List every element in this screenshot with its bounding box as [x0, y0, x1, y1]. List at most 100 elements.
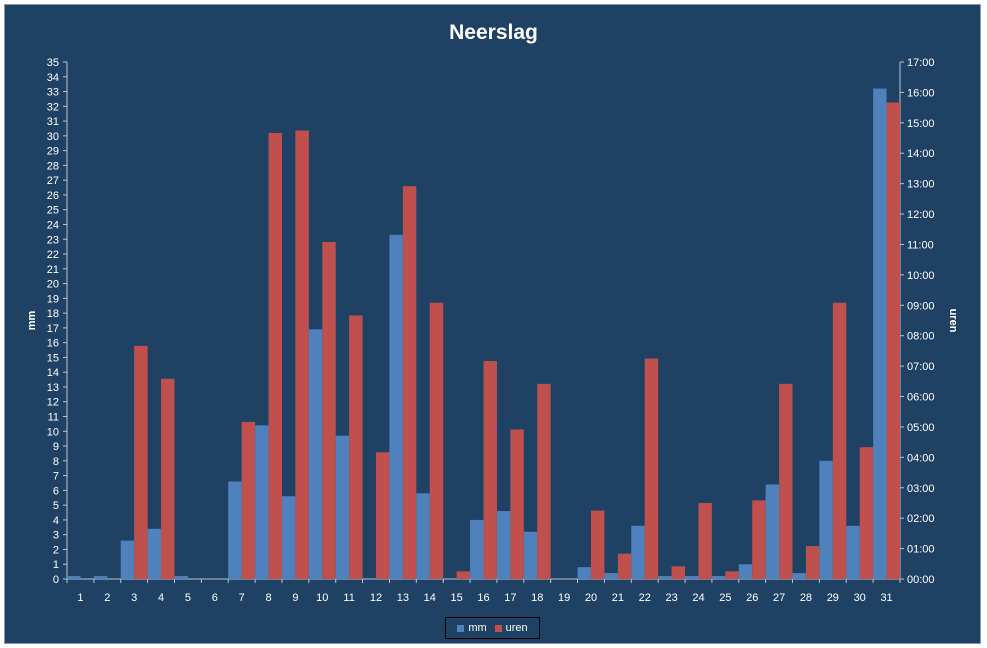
bar-uren	[671, 566, 686, 579]
bar-uren	[698, 502, 712, 579]
x-tick-label: 17	[504, 592, 516, 604]
bar-mm	[523, 531, 538, 579]
bar-uren	[376, 452, 390, 579]
x-tick-label: 11	[343, 592, 354, 604]
bar-uren	[268, 132, 282, 579]
bar-mm	[792, 573, 806, 579]
x-tick-label: 4	[158, 592, 164, 604]
legend: mm uren	[445, 617, 540, 639]
bar-mm	[174, 576, 188, 579]
bar-mm	[658, 576, 672, 579]
bar-uren	[725, 571, 739, 579]
left-tick-label: 5	[53, 500, 59, 512]
right-axis-title: uren	[947, 309, 959, 333]
bar-uren	[134, 345, 148, 579]
bar-mm	[67, 576, 81, 579]
right-tick-label: 01:00	[907, 544, 935, 556]
right-tick-label: 03:00	[907, 483, 935, 495]
x-tick-label: 25	[719, 592, 731, 604]
x-tick-label: 29	[827, 592, 839, 604]
right-tick-label: 14:00	[907, 148, 935, 160]
left-tick-label: 15	[47, 352, 59, 364]
left-tick-label: 16	[47, 338, 59, 350]
left-tick-label: 20	[47, 279, 59, 291]
bar-uren	[779, 383, 793, 579]
x-tick-label: 28	[800, 592, 812, 604]
right-tick-label: 00:00	[907, 574, 935, 586]
right-tick-label: 15:00	[907, 118, 935, 130]
right-tick-label: 07:00	[907, 361, 935, 373]
bar-mm	[765, 484, 780, 579]
x-tick-label: 24	[692, 592, 704, 604]
left-tick-label: 4	[53, 515, 59, 527]
bar-uren	[590, 510, 605, 579]
bar-uren	[644, 358, 659, 579]
bar-uren	[402, 186, 417, 579]
bar-uren	[483, 361, 497, 579]
x-tick-label: 5	[185, 592, 191, 604]
bar-uren	[752, 500, 766, 579]
left-tick-label: 27	[47, 175, 59, 187]
left-tick-label: 12	[47, 397, 59, 409]
left-tick-label: 33	[47, 87, 59, 99]
x-tick-label: 16	[477, 592, 489, 604]
bar-uren	[161, 378, 175, 579]
left-tick-label: 6	[53, 485, 59, 497]
left-tick-label: 2	[53, 544, 59, 556]
x-tick-label: 12	[370, 592, 382, 604]
x-tick-label: 6	[212, 592, 218, 604]
left-tick-label: 23	[47, 234, 59, 246]
right-tick-label: 13:00	[907, 179, 935, 191]
x-tick-label: 13	[397, 592, 409, 604]
x-tick-label: 31	[880, 592, 892, 604]
left-tick-label: 31	[47, 116, 59, 128]
x-tick-label: 15	[451, 592, 463, 604]
bar-uren	[805, 546, 820, 579]
left-tick-label: 1	[53, 559, 59, 571]
bar-mm	[496, 511, 511, 579]
left-tick-label: 34	[47, 72, 59, 84]
x-tick-label: 2	[104, 592, 110, 604]
bar-mm	[416, 493, 430, 579]
x-tick-label: 18	[531, 592, 543, 604]
bar-uren	[510, 429, 524, 579]
bar-mm	[577, 567, 591, 579]
right-tick-label: 05:00	[907, 422, 935, 434]
x-tick-label: 1	[77, 592, 83, 604]
bar-mm	[846, 525, 860, 579]
left-tick-label: 17	[47, 323, 59, 335]
x-tick-label: 20	[585, 592, 597, 604]
right-tick-label: 02:00	[907, 513, 935, 525]
x-tick-label: 26	[746, 592, 758, 604]
right-tick-label: 17:00	[907, 57, 935, 69]
right-tick-label: 04:00	[907, 452, 935, 464]
x-tick-label: 19	[558, 592, 570, 604]
left-axis-title: mm	[26, 311, 38, 331]
left-tick-label: 21	[47, 264, 59, 276]
left-tick-label: 35	[47, 57, 59, 69]
x-tick-label: 30	[854, 592, 866, 604]
bar-mm	[228, 481, 242, 579]
bar-mm	[604, 573, 618, 579]
left-tick-label: 14	[47, 367, 59, 379]
right-tick-label: 06:00	[907, 392, 935, 404]
legend-swatch-mm	[457, 624, 465, 632]
x-tick-label: 9	[292, 592, 298, 604]
bar-uren	[859, 447, 874, 579]
left-tick-label: 18	[47, 308, 59, 320]
right-tick-label: 16:00	[907, 87, 935, 99]
left-tick-label: 26	[47, 190, 59, 202]
bar-mm	[389, 234, 403, 579]
x-tick-label: 7	[239, 592, 245, 604]
bar-uren	[456, 571, 471, 579]
left-tick-label: 25	[47, 205, 59, 217]
right-tick-label: 10:00	[907, 270, 935, 282]
right-tick-label: 09:00	[907, 300, 935, 312]
left-tick-label: 7	[53, 471, 59, 483]
x-tick-label: 27	[773, 592, 785, 604]
legend-label-uren: uren	[505, 622, 528, 634]
bar-mm	[255, 425, 269, 579]
left-tick-label: 0	[53, 574, 59, 586]
right-tick-label: 11:00	[907, 239, 934, 251]
bar-mm	[711, 576, 726, 579]
